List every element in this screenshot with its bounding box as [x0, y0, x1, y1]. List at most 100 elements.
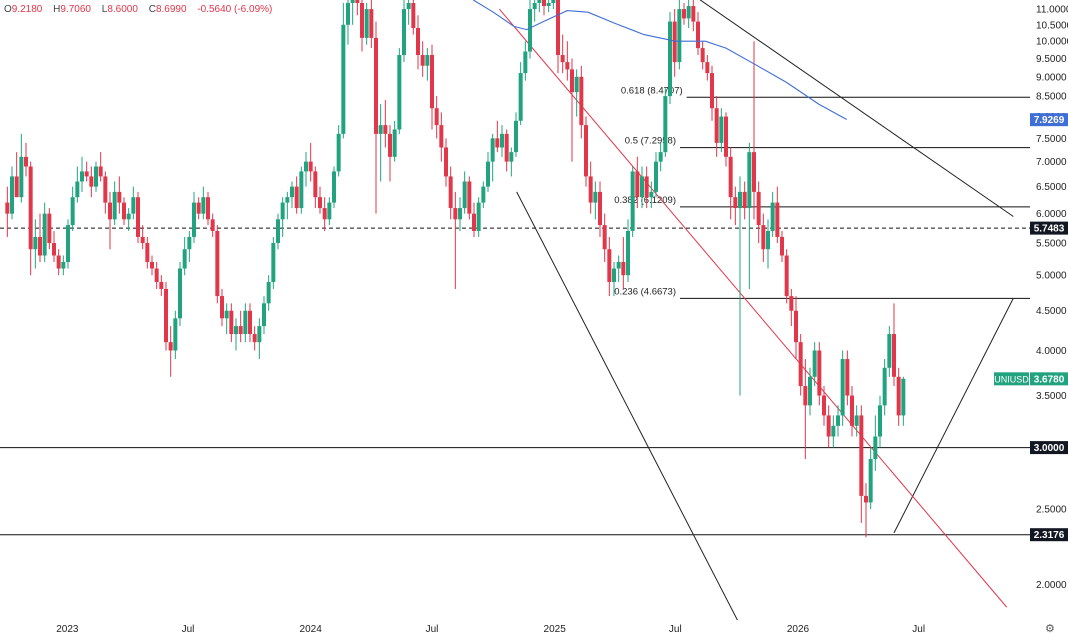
candle-up [537, 0, 542, 4]
candle-up [663, 96, 668, 153]
level-badge-bg [1030, 528, 1068, 542]
candle-up [397, 55, 402, 130]
high-value: H9.7060 [53, 4, 91, 15]
gear-icon[interactable]: ⚙ [1045, 623, 1055, 635]
candle-down [579, 76, 584, 126]
x-tick-label: Jul [426, 624, 439, 635]
candle-down [28, 166, 33, 250]
candle-up [523, 51, 528, 74]
candle-down [822, 395, 826, 416]
candle-up [10, 176, 14, 214]
candle-up [630, 171, 635, 231]
candle-down [38, 236, 42, 256]
candle-down [892, 334, 896, 377]
candle-up [234, 326, 238, 335]
change-value: -0.5640 (-6.09%) [197, 4, 273, 15]
candle-up [327, 202, 332, 220]
candle-down [635, 171, 640, 198]
candle-down [570, 69, 574, 93]
candle-down [495, 138, 500, 148]
candle-up [182, 249, 187, 269]
y-tick-label: 9.5000 [1036, 54, 1067, 65]
candle-down [103, 176, 108, 203]
candle-down [108, 202, 112, 220]
level-badge-bg [1030, 221, 1068, 235]
candle-up [840, 359, 845, 416]
candle-up [364, 9, 369, 38]
candle-up [490, 138, 495, 162]
candle-down [696, 21, 700, 49]
candle-down [724, 116, 728, 157]
candle-down [5, 202, 10, 214]
candle-up [854, 415, 859, 426]
candle-up [61, 261, 66, 269]
candle-down [24, 156, 28, 167]
candle-down [117, 191, 122, 203]
candle-up [649, 191, 654, 198]
candle-down [98, 166, 103, 177]
candle-down [453, 208, 458, 220]
candle-up [747, 152, 752, 209]
candle-up [192, 202, 196, 237]
candle-up [500, 133, 504, 148]
candle-down [52, 243, 56, 256]
low-value: L8.6000 [101, 4, 138, 15]
candle-down [206, 197, 210, 220]
candle-down [789, 296, 794, 311]
candle-down [784, 255, 789, 297]
candle-down [798, 342, 803, 387]
candle-down [752, 152, 756, 192]
candle-down [47, 213, 52, 244]
candle-up [486, 161, 490, 187]
candle-up [332, 171, 336, 203]
candle-up [593, 191, 598, 203]
candle-down [504, 133, 509, 162]
candle-up [654, 161, 658, 192]
candle-down [215, 230, 220, 297]
candle-down [14, 176, 19, 198]
y-tick-label: 5.5000 [1036, 239, 1067, 250]
candle-up [266, 282, 271, 304]
candle-down [598, 191, 602, 226]
candle-down [154, 268, 159, 283]
y-tick-label: 10.0000 [1036, 37, 1068, 48]
candle-down [164, 288, 168, 343]
candle-up [280, 202, 285, 220]
candle-up [299, 171, 304, 209]
fib-level-label: 0.5 (7.2958) [625, 136, 676, 147]
candle-up [75, 181, 80, 198]
candle-down [710, 73, 714, 109]
candle-up [612, 268, 616, 283]
red-trendline [498, 8, 1008, 608]
candle-down [542, 0, 546, 7]
candle-up [458, 208, 462, 220]
candle-down [864, 495, 868, 503]
candle-up [187, 236, 192, 250]
candle-up [173, 318, 178, 351]
y-tick-label: 11.0000 [1036, 5, 1068, 16]
candle-down [220, 296, 224, 319]
candle-up [658, 152, 663, 162]
candle-up [94, 166, 98, 187]
candle-down [826, 415, 831, 437]
candle-down [322, 208, 327, 220]
candle-up [831, 425, 836, 437]
candle-down [360, 3, 364, 38]
candle-down [705, 62, 710, 74]
candle-up [257, 326, 262, 343]
candle-down [859, 415, 864, 496]
candle-up [336, 133, 341, 172]
candle-down [556, 0, 560, 56]
candle-up [378, 125, 383, 134]
candle-up [808, 376, 812, 406]
candle-up [686, 6, 691, 19]
candle-down [313, 171, 318, 198]
candle-up [178, 268, 182, 319]
candle-down [444, 147, 448, 177]
candle-up [738, 191, 742, 209]
price-badges: 5.7483 3.0000 2.3176 7.9269 UNIUSD 3.6780 [994, 113, 1068, 542]
y-tick-label: 7.0000 [1036, 157, 1067, 168]
candle-up [532, 3, 537, 10]
candle-down [294, 186, 299, 209]
